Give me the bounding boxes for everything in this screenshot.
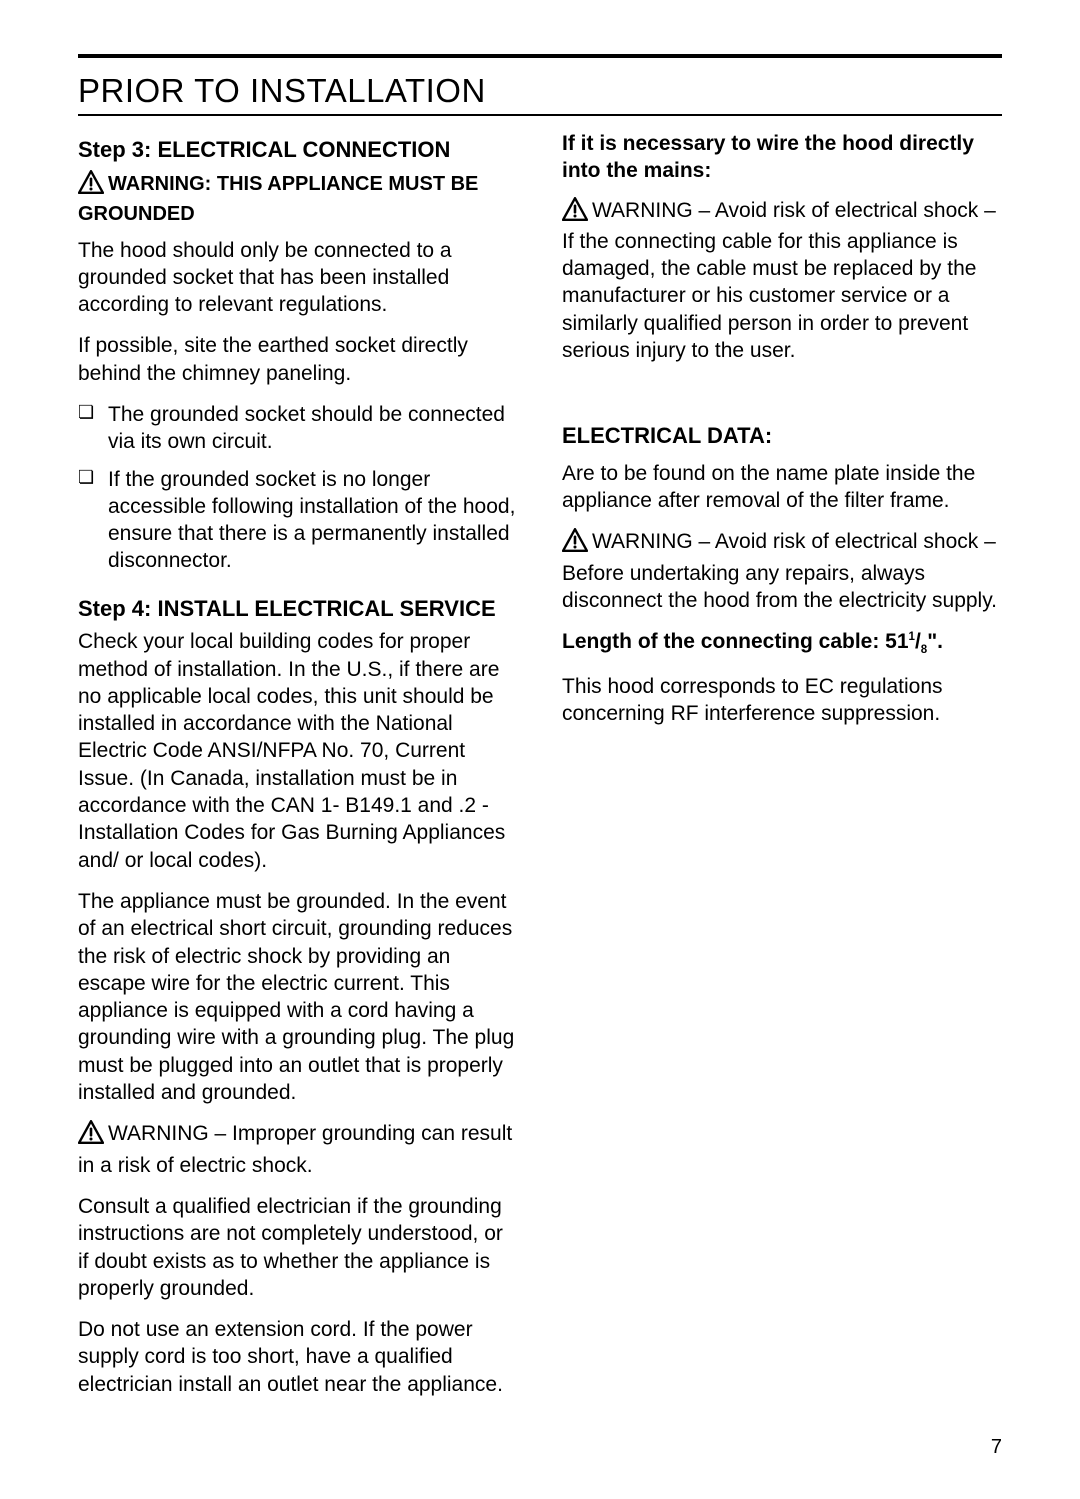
under-rule [78, 114, 1002, 116]
page-number: 7 [991, 1436, 1002, 1459]
electrical-data-heading: ELECTRICAL DATA: [562, 422, 1002, 450]
warning-icon [78, 1120, 104, 1151]
warning-icon [562, 197, 588, 228]
right-column: If it is necessary to wire the hood dire… [562, 130, 1002, 1412]
right-warn2-text: WARNING – Avoid risk of electrical shock… [562, 530, 997, 612]
step4-p1: Check your local building codes for prop… [78, 628, 518, 874]
step3-p2: If possible, site the earthed socket dir… [78, 332, 518, 387]
step4-p3: Consult a qualified electrician if the g… [78, 1193, 518, 1302]
step3-heading: Step 3: ELECTRICAL CONNECTION [78, 136, 518, 164]
step4-heading: Step 4: INSTALL ELECTRICAL SERVICE [78, 595, 518, 623]
top-rule [78, 54, 1002, 58]
cable-length: Length of the connecting cable: 511/8". [562, 628, 1002, 658]
step3-bullet-list: The grounded socket should be connected … [78, 401, 518, 575]
cable-len-prefix: Length of the connecting cable: 51 [562, 630, 909, 653]
right-warn1-text: WARNING – Avoid risk of electrical shock… [562, 199, 996, 362]
step3-warning-text: WARNING: THIS APPLIANCE MUST BE GROUNDED [78, 173, 478, 225]
warning-icon [78, 170, 104, 201]
list-item: If the grounded socket is no longer acce… [78, 466, 518, 575]
step3-p1: The hood should only be connected to a g… [78, 237, 518, 319]
step4-warning: WARNING – Improper grounding can result … [78, 1120, 518, 1179]
ec-reg-p: This hood corresponds to EC regulations … [562, 673, 1002, 728]
step3-warning: WARNING: THIS APPLIANCE MUST BE GROUNDED [78, 170, 518, 227]
cable-len-numer: 1 [909, 631, 915, 643]
page-title: PRIOR TO INSTALLATION [78, 64, 1002, 114]
content-columns: Step 3: ELECTRICAL CONNECTION WARNING: T… [78, 130, 1002, 1412]
left-column: Step 3: ELECTRICAL CONNECTION WARNING: T… [78, 130, 518, 1412]
step4-p4: Do not use an extension cord. If the pow… [78, 1316, 518, 1398]
right-warn2: WARNING – Avoid risk of electrical shock… [562, 528, 1002, 614]
warning-icon [562, 528, 588, 559]
right-lead: If it is necessary to wire the hood dire… [562, 130, 1002, 185]
elec-data-p1: Are to be found on the name plate inside… [562, 460, 1002, 515]
step4-p2: The appliance must be grounded. In the e… [78, 888, 518, 1106]
list-item: The grounded socket should be connected … [78, 401, 518, 456]
right-warn1: WARNING – Avoid risk of electrical shock… [562, 197, 1002, 365]
cable-len-suffix: ". [927, 630, 943, 653]
step4-warning-text: WARNING – Improper grounding can result … [78, 1122, 512, 1176]
